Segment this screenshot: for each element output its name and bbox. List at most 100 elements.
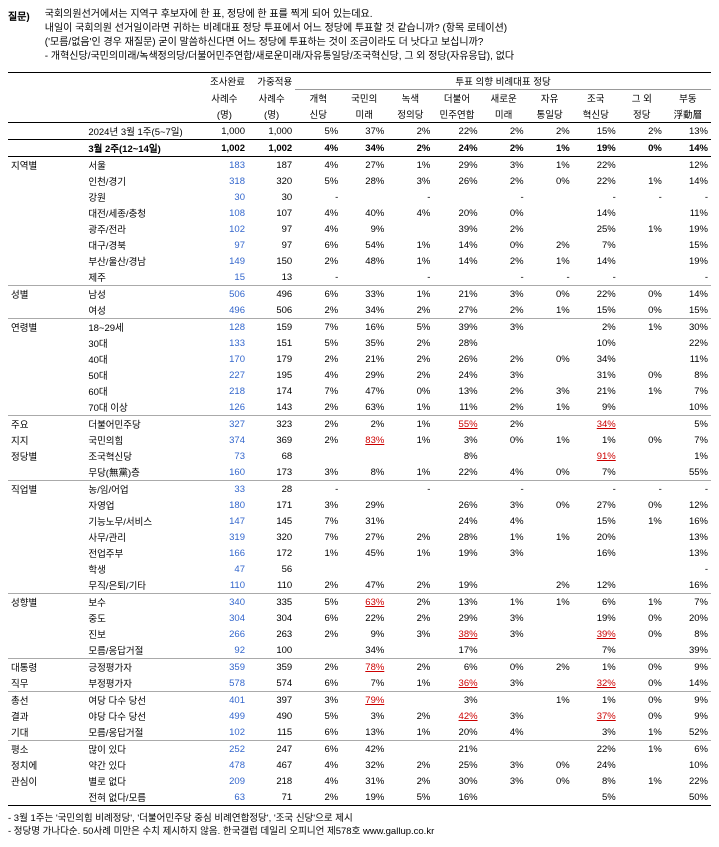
cell-value: 0% <box>527 286 573 303</box>
cell-value: 26% <box>433 497 480 513</box>
cell-sample-raw: 126 <box>201 399 248 416</box>
cell-sample-raw: 63 <box>201 789 248 806</box>
cell-sample-weighted: 150 <box>248 253 295 269</box>
table-row: 제주1513------ <box>8 269 711 286</box>
cell-value: 24% <box>433 513 480 529</box>
row-category <box>8 173 86 189</box>
cell-value: 2% <box>481 399 527 416</box>
cell-value: 4% <box>481 513 527 529</box>
cell-sample-raw: 108 <box>201 205 248 221</box>
cell-value: 24% <box>433 367 480 383</box>
cell-value: - <box>387 481 433 498</box>
cell-value: 2% <box>295 399 341 416</box>
cell-value: 3% <box>573 724 619 741</box>
cell-value: 16% <box>341 319 387 336</box>
cell-value: 7% <box>295 513 341 529</box>
cell-value: 5% <box>387 789 433 806</box>
table-row: 3월 2주(12~14일)1,0021,0024%34%2%24%2%1%19%… <box>8 140 711 157</box>
cell-value: 39% <box>433 319 480 336</box>
table-row: 전혀 없다/모름63712%19%5%16%5%50% <box>8 789 711 806</box>
cell-value: 1% <box>527 594 573 611</box>
cell-value: 7% <box>295 319 341 336</box>
row-category <box>8 335 86 351</box>
cell-sample-weighted: 97 <box>248 221 295 237</box>
cell-value: 2% <box>573 319 619 336</box>
cell-value: 3% <box>295 497 341 513</box>
row-category <box>8 642 86 659</box>
table-row: 총선여당 다수 당선4013973%79%3%1%1%0%9% <box>8 692 711 709</box>
cell-sample-weighted: 359 <box>248 659 295 676</box>
cell-value: 19% <box>573 140 619 157</box>
cell-value: 5% <box>295 123 341 140</box>
row-category: 총선 <box>8 692 86 709</box>
cell-value: 6% <box>295 610 341 626</box>
cell-value: 91% <box>573 448 619 464</box>
cell-sample-raw: 499 <box>201 708 248 724</box>
cell-value: 3% <box>387 626 433 642</box>
cell-value: 5% <box>295 594 341 611</box>
cell-value <box>619 642 665 659</box>
cell-value: 2% <box>481 302 527 319</box>
cell-value: 21% <box>341 351 387 367</box>
cell-value: 11% <box>665 205 711 221</box>
cell-value: 2% <box>481 123 527 140</box>
cell-sample-weighted: 171 <box>248 497 295 513</box>
cell-value <box>387 561 433 577</box>
cell-value: 5% <box>387 319 433 336</box>
cell-sample-weighted: 1,000 <box>248 123 295 140</box>
cell-sample-weighted: 143 <box>248 399 295 416</box>
cell-value: 4% <box>295 773 341 789</box>
cell-value: 26% <box>433 351 480 367</box>
cell-sample-weighted: 247 <box>248 741 295 758</box>
cell-value <box>387 741 433 758</box>
cell-value <box>527 335 573 351</box>
cell-value: 1% <box>387 416 433 433</box>
cell-value <box>341 561 387 577</box>
cell-value: - <box>481 481 527 498</box>
row-category <box>8 302 86 319</box>
cell-value: 31% <box>341 513 387 529</box>
cell-value: 32% <box>341 757 387 773</box>
cell-value <box>341 269 387 286</box>
cell-sample-raw: 266 <box>201 626 248 642</box>
cell-value: 0% <box>619 708 665 724</box>
party-hdr-top-2: 녹색 <box>387 90 433 107</box>
table-row: 평소많이 있다2522476%42%21%22%1%6% <box>8 741 711 758</box>
cell-sample-weighted: 195 <box>248 367 295 383</box>
cell-value <box>619 205 665 221</box>
cell-value: 3% <box>295 692 341 709</box>
cell-value: 9% <box>341 626 387 642</box>
row-label: 부정평가자 <box>86 675 200 692</box>
cell-value: 0% <box>619 497 665 513</box>
cell-value: 2% <box>387 529 433 545</box>
cell-value <box>527 416 573 433</box>
row-category <box>8 464 86 481</box>
cell-sample-raw: 102 <box>201 221 248 237</box>
cell-value: 27% <box>433 302 480 319</box>
cell-value: 13% <box>433 594 480 611</box>
cell-value: 3% <box>527 383 573 399</box>
cell-value: 3% <box>481 367 527 383</box>
cell-value: 4% <box>295 205 341 221</box>
cell-value <box>527 789 573 806</box>
cell-value: 22% <box>341 610 387 626</box>
cell-value: 7% <box>573 237 619 253</box>
row-label: 무직/은퇴/기타 <box>86 577 200 594</box>
cell-value: 11% <box>665 351 711 367</box>
cell-value: 22% <box>573 173 619 189</box>
party-hdr-bot-6: 혁신당 <box>573 106 619 123</box>
party-hdr-top-4: 새로운 <box>481 90 527 107</box>
cell-sample-weighted: 100 <box>248 642 295 659</box>
cell-value: 22% <box>573 157 619 174</box>
cell-value: 2% <box>295 302 341 319</box>
cell-value: 7% <box>295 529 341 545</box>
cell-value: 12% <box>665 497 711 513</box>
cell-value: 15% <box>573 302 619 319</box>
cell-value <box>341 189 387 205</box>
cell-value: 32% <box>573 675 619 692</box>
row-label: 3월 2주(12~14일) <box>86 140 200 157</box>
cell-value: 3% <box>481 497 527 513</box>
cell-value: 47% <box>341 577 387 594</box>
question-label: 질문) <box>8 8 42 23</box>
cell-value: 3% <box>295 464 341 481</box>
